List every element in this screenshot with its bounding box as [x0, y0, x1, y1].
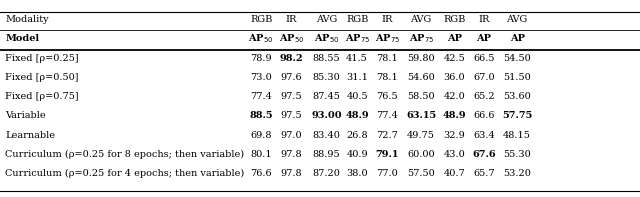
Text: AVG: AVG	[410, 15, 432, 24]
Text: Learnable: Learnable	[5, 131, 55, 140]
Text: 76.5: 76.5	[376, 92, 398, 101]
Text: 78.1: 78.1	[376, 73, 398, 82]
Text: IR: IR	[285, 15, 297, 24]
Text: 48.9: 48.9	[443, 111, 466, 120]
Text: 51.50: 51.50	[503, 73, 531, 82]
Text: AP: AP	[447, 34, 462, 43]
Text: AP$_{75}$: AP$_{75}$	[344, 32, 370, 45]
Text: Variable: Variable	[5, 111, 45, 120]
Text: 42.5: 42.5	[444, 54, 465, 62]
Text: 42.0: 42.0	[444, 92, 465, 101]
Text: 93.00: 93.00	[311, 111, 342, 120]
Text: 69.8: 69.8	[250, 131, 272, 140]
Text: AVG: AVG	[316, 15, 337, 24]
Text: AP: AP	[509, 34, 525, 43]
Text: 97.6: 97.6	[280, 73, 302, 82]
Text: 88.55: 88.55	[312, 54, 340, 62]
Text: 43.0: 43.0	[444, 150, 465, 159]
Text: 48.15: 48.15	[503, 131, 531, 140]
Text: 97.8: 97.8	[280, 169, 302, 178]
Text: 31.1: 31.1	[346, 73, 368, 82]
Text: 67.6: 67.6	[472, 150, 495, 159]
Text: AP$_{75}$: AP$_{75}$	[374, 32, 400, 45]
Text: 65.7: 65.7	[473, 169, 495, 178]
Text: RGB: RGB	[250, 15, 272, 24]
Text: 40.7: 40.7	[444, 169, 465, 178]
Text: 78.9: 78.9	[250, 54, 272, 62]
Text: 73.0: 73.0	[250, 73, 272, 82]
Text: 63.4: 63.4	[473, 131, 495, 140]
Text: 97.5: 97.5	[280, 111, 302, 120]
Text: Curriculum (ρ=0.25 for 4 epochs; then variable): Curriculum (ρ=0.25 for 4 epochs; then va…	[5, 169, 244, 178]
Text: AP: AP	[476, 34, 492, 43]
Text: 54.60: 54.60	[407, 73, 435, 82]
Text: 72.7: 72.7	[376, 131, 398, 140]
Text: 66.6: 66.6	[473, 111, 495, 120]
Text: AP$_{75}$: AP$_{75}$	[408, 32, 434, 45]
Text: 53.20: 53.20	[503, 169, 531, 178]
Text: AP$_{50}$: AP$_{50}$	[314, 32, 339, 45]
Text: 40.9: 40.9	[346, 150, 368, 159]
Text: IR: IR	[478, 15, 490, 24]
Text: 65.2: 65.2	[473, 92, 495, 101]
Text: AP$_{50}$: AP$_{50}$	[248, 32, 274, 45]
Text: 67.0: 67.0	[473, 73, 495, 82]
Text: 97.0: 97.0	[280, 131, 302, 140]
Text: 41.5: 41.5	[346, 54, 368, 62]
Text: 54.50: 54.50	[503, 54, 531, 62]
Text: Model: Model	[5, 34, 39, 43]
Text: 26.8: 26.8	[346, 131, 368, 140]
Text: 32.9: 32.9	[444, 131, 465, 140]
Text: 48.9: 48.9	[346, 111, 369, 120]
Text: 77.0: 77.0	[376, 169, 398, 178]
Text: 57.75: 57.75	[502, 111, 532, 120]
Text: 59.80: 59.80	[407, 54, 435, 62]
Text: 38.0: 38.0	[346, 169, 368, 178]
Text: AVG: AVG	[506, 15, 528, 24]
Text: 80.1: 80.1	[250, 150, 272, 159]
Text: IR: IR	[381, 15, 393, 24]
Text: Fixed [ρ=0.75]: Fixed [ρ=0.75]	[5, 92, 79, 101]
Text: 78.1: 78.1	[376, 54, 398, 62]
Text: 36.0: 36.0	[444, 73, 465, 82]
Text: 87.45: 87.45	[312, 92, 340, 101]
Text: 88.95: 88.95	[312, 150, 340, 159]
Text: 97.8: 97.8	[280, 150, 302, 159]
Text: 77.4: 77.4	[250, 92, 272, 101]
Text: 87.20: 87.20	[312, 169, 340, 178]
Text: 79.1: 79.1	[376, 150, 399, 159]
Text: 58.50: 58.50	[407, 92, 435, 101]
Text: 40.5: 40.5	[346, 92, 368, 101]
Text: Curriculum (ρ=0.25 for 8 epochs; then variable): Curriculum (ρ=0.25 for 8 epochs; then va…	[5, 150, 244, 159]
Text: Modality: Modality	[5, 15, 49, 24]
Text: 55.30: 55.30	[503, 150, 531, 159]
Text: Fixed [ρ=0.25]: Fixed [ρ=0.25]	[5, 54, 79, 62]
Text: 66.5: 66.5	[473, 54, 495, 62]
Text: 85.30: 85.30	[312, 73, 340, 82]
Text: 77.4: 77.4	[376, 111, 398, 120]
Text: RGB: RGB	[444, 15, 465, 24]
Text: 97.5: 97.5	[280, 92, 302, 101]
Text: 57.50: 57.50	[407, 169, 435, 178]
Text: Fixed [ρ=0.50]: Fixed [ρ=0.50]	[5, 73, 79, 82]
Text: 88.5: 88.5	[250, 111, 273, 120]
Text: 63.15: 63.15	[406, 111, 436, 120]
Text: RGB: RGB	[346, 15, 368, 24]
Text: AP$_{50}$: AP$_{50}$	[278, 32, 304, 45]
Text: 60.00: 60.00	[407, 150, 435, 159]
Text: 83.40: 83.40	[312, 131, 340, 140]
Text: 76.6: 76.6	[250, 169, 272, 178]
Text: 53.60: 53.60	[503, 92, 531, 101]
Text: 49.75: 49.75	[407, 131, 435, 140]
Text: 98.2: 98.2	[280, 54, 303, 62]
